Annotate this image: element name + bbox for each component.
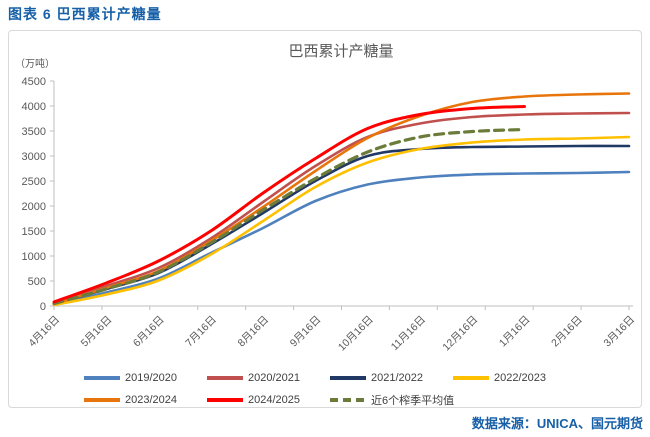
x-tick-label: 10月16日 — [336, 314, 376, 354]
legend-swatch — [330, 398, 366, 402]
y-axis-unit-label: （万吨） — [15, 57, 55, 70]
x-tick-label: 3月16日 — [601, 314, 637, 350]
legend-label: 近6个榨季平均值 — [371, 395, 455, 407]
x-tick-label: 7月16日 — [183, 314, 219, 350]
x-tick-label: 12月16日 — [440, 314, 480, 354]
y-tick-label: 3500 — [22, 126, 46, 138]
legend-item: 2024/2025 — [207, 394, 330, 406]
series-line-近6个榨季平均值 — [52, 127, 527, 306]
y-tick-label: 2500 — [22, 176, 46, 188]
x-tick-label: 11月16日 — [389, 314, 428, 353]
legend-swatch — [207, 398, 243, 402]
series-line-2023/2024 — [52, 92, 631, 306]
y-axis: 0 500 1000 1500 2000 2500 3000 3500 4000 4500 — [22, 76, 54, 313]
legend-swatch — [84, 376, 120, 380]
y-tick-label: 2000 — [22, 201, 46, 213]
legend-item: 2020/2021 — [207, 372, 330, 384]
legend-label: 2023/2024 — [125, 394, 177, 406]
series-line-2020/2021 — [52, 111, 631, 305]
y-tick-label: 4000 — [22, 101, 46, 113]
legend-row: 2019/2020 2020/2021 2021/2022 2022/2023 — [84, 367, 634, 389]
series-line-2022/2023 — [52, 135, 631, 307]
line-chart: 巴西累计产糖量 （万吨） 0 500 1000 1500 2000 2500 3000 350… — [15, 43, 637, 353]
chart-frame: 巴西累计产糖量 （万吨） 0 500 1000 1500 2000 2500 3000 350… — [8, 30, 642, 408]
data-source: 数据来源：UNICA、国元期货 — [471, 416, 643, 431]
x-tick-label: 2月16日 — [549, 314, 585, 350]
legend-label: 2024/2025 — [248, 394, 300, 406]
x-tick-label: 5月16日 — [79, 314, 115, 350]
figure-caption: 图表 6 巴西累计产糖量 — [8, 6, 162, 22]
legend-label: 2022/2023 — [494, 372, 546, 384]
y-tick-label: 3000 — [22, 151, 46, 163]
series-lines — [52, 92, 631, 307]
y-tick-label: 1000 — [22, 251, 46, 263]
y-tick-label: 1500 — [22, 226, 46, 238]
legend-item: 2022/2023 — [453, 372, 576, 384]
x-tick-label: 8月16日 — [235, 314, 271, 350]
legend-item: 近6个榨季平均值 — [330, 392, 455, 408]
x-axis: 4月16日 5月16日 6月16日 7月16日 8月16日 9月16日 10月16日 11月1… — [26, 306, 637, 353]
y-tick-label: 4500 — [22, 76, 46, 88]
chart-title: 巴西累计产糖量 — [288, 43, 393, 60]
legend-item: 2019/2020 — [84, 372, 207, 384]
chart-legend: 2019/2020 2020/2021 2021/2022 2022/2023 2023… — [84, 367, 634, 411]
legend-swatch — [453, 376, 489, 380]
legend-label: 2019/2020 — [125, 372, 177, 384]
legend-swatch — [84, 398, 120, 402]
series-line-2024/2025 — [52, 105, 526, 304]
legend-swatch — [330, 376, 366, 380]
legend-label: 2020/2021 — [248, 372, 300, 384]
series-line-2019/2020 — [52, 170, 631, 306]
legend-label: 2021/2022 — [371, 372, 423, 384]
x-tick-label: 4月16日 — [26, 314, 62, 350]
legend-item: 2023/2024 — [84, 394, 207, 406]
x-tick-label: 6月16日 — [131, 314, 167, 350]
y-tick-label: 500 — [28, 276, 46, 288]
legend-row: 2023/2024 2024/2025 近6个榨季平均值 — [84, 389, 634, 411]
legend-item: 2021/2022 — [330, 372, 453, 384]
y-tick-label: 0 — [40, 301, 46, 313]
x-tick-label: 9月16日 — [288, 314, 324, 350]
legend-swatch — [207, 376, 243, 380]
x-tick-label: 1月16日 — [497, 314, 533, 350]
